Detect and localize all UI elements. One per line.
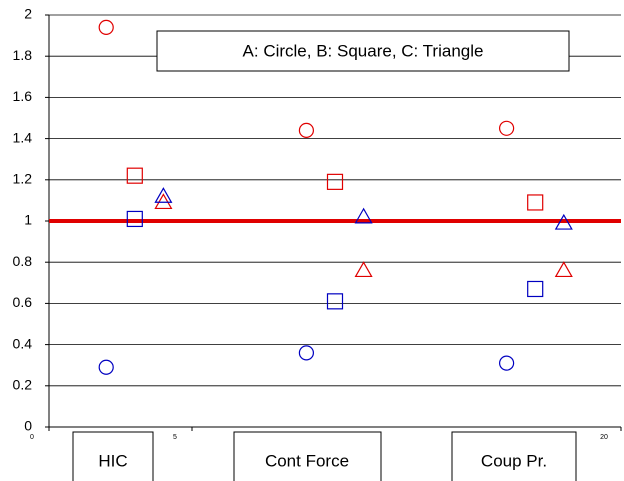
x-tick-label: 0 <box>30 434 34 441</box>
square-point <box>326 293 344 310</box>
category-box <box>72 431 154 481</box>
y-tick-label: 0 <box>24 418 32 434</box>
y-tick-label: 1.4 <box>13 129 33 145</box>
triangle-point <box>154 187 173 203</box>
y-tick-label: 1.2 <box>13 171 33 187</box>
circle-point <box>499 120 515 136</box>
category-label: Cont Force <box>265 451 349 470</box>
y-tick-label: 1.8 <box>13 47 33 63</box>
circle-point <box>98 359 114 375</box>
y-tick-label: 0.6 <box>13 294 33 310</box>
x-tick-label: 20 <box>600 434 608 441</box>
category-box <box>451 431 577 481</box>
y-tick-label: 2 <box>24 6 32 22</box>
category-label: HIC <box>98 451 127 470</box>
square-point <box>527 194 544 211</box>
triangle-point <box>554 261 573 278</box>
x-tick-label: 5 <box>173 434 177 441</box>
category-label: Coup Pr. <box>481 451 547 470</box>
y-tick-label: 0.2 <box>13 377 33 393</box>
triangle-point <box>554 213 573 230</box>
legend-note: A: Circle, B: Square, C: Triangle <box>243 41 484 60</box>
triangle-point <box>354 207 373 224</box>
square-point <box>126 167 143 184</box>
circle-point <box>499 355 515 371</box>
category-box <box>233 431 382 481</box>
square-point <box>527 280 544 298</box>
triangle-point <box>354 261 373 278</box>
y-tick-label: 0.8 <box>13 253 33 269</box>
square-point <box>326 173 344 190</box>
circle-point <box>298 122 314 138</box>
y-tick-label: 0.4 <box>13 335 33 351</box>
y-tick-label: 1.6 <box>13 88 33 104</box>
square-point <box>126 210 143 228</box>
y-tick-label: 1 <box>24 212 32 228</box>
circle-point <box>298 345 314 361</box>
triangle-point <box>154 193 173 210</box>
legend-box <box>156 30 570 72</box>
circle-point <box>98 19 114 35</box>
